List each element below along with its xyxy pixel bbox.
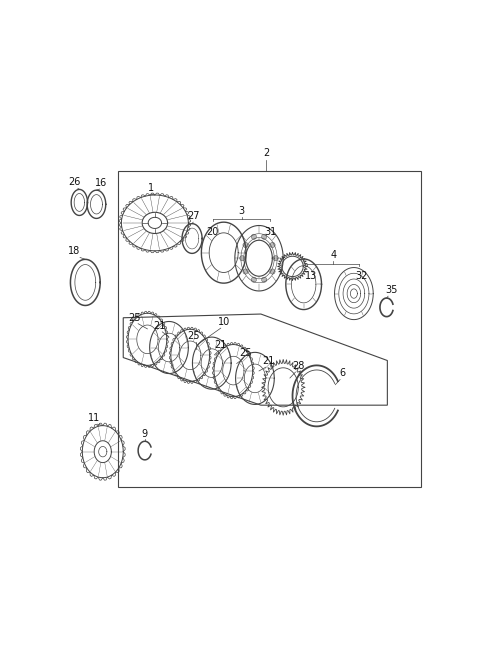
Circle shape xyxy=(243,242,248,248)
Text: 3: 3 xyxy=(239,206,245,216)
Text: 25: 25 xyxy=(128,312,141,323)
Text: 11: 11 xyxy=(88,413,100,423)
Text: 13: 13 xyxy=(305,271,317,281)
Text: 21: 21 xyxy=(154,321,166,331)
Circle shape xyxy=(251,234,256,239)
Circle shape xyxy=(270,269,275,274)
Text: 1: 1 xyxy=(148,183,154,193)
Text: 9: 9 xyxy=(142,428,148,439)
Circle shape xyxy=(251,277,256,282)
Circle shape xyxy=(262,234,267,239)
Circle shape xyxy=(262,277,267,282)
Text: 18: 18 xyxy=(68,246,80,256)
Text: 32: 32 xyxy=(355,271,368,281)
Circle shape xyxy=(273,255,278,261)
Text: 21: 21 xyxy=(215,340,227,350)
Text: 2: 2 xyxy=(264,148,270,158)
Text: 10: 10 xyxy=(217,317,230,327)
Text: 4: 4 xyxy=(330,250,336,260)
Text: 26: 26 xyxy=(68,177,80,187)
Circle shape xyxy=(270,242,275,248)
Text: 6: 6 xyxy=(340,368,346,379)
Text: 27: 27 xyxy=(187,211,199,221)
Text: 25: 25 xyxy=(239,348,252,358)
Text: 16: 16 xyxy=(95,178,107,187)
Text: 25: 25 xyxy=(188,331,200,341)
Circle shape xyxy=(243,269,248,274)
Circle shape xyxy=(240,255,245,261)
Text: 35: 35 xyxy=(385,286,397,295)
Text: 31: 31 xyxy=(264,227,276,236)
Text: 21: 21 xyxy=(262,356,275,366)
Text: 20: 20 xyxy=(206,227,219,236)
Text: 28: 28 xyxy=(292,361,304,371)
